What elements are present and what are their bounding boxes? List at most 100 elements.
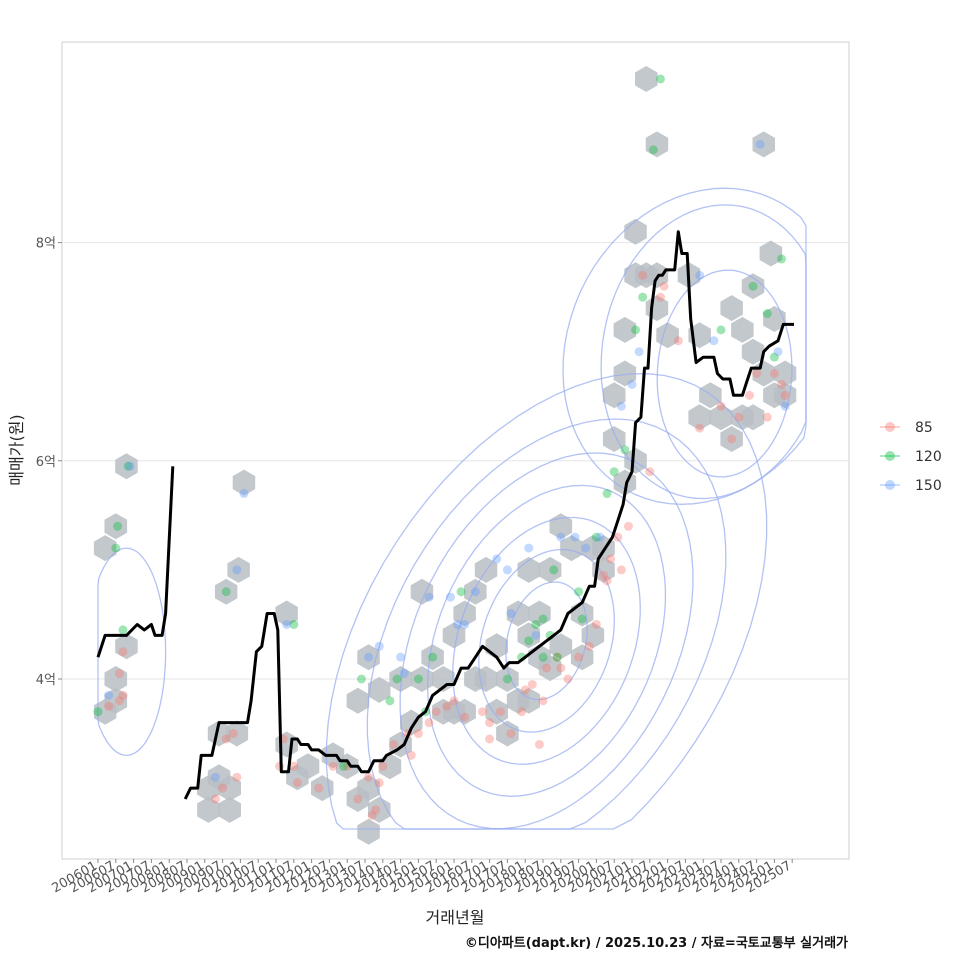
point-85-42 (606, 554, 616, 564)
point-120-5 (221, 587, 231, 597)
hexbin-16 (232, 469, 256, 496)
point-120-6 (289, 619, 299, 629)
density-contour-0 (505, 581, 588, 701)
hexbin-98 (773, 360, 797, 387)
point-120-36 (769, 352, 779, 362)
point-85-62 (556, 663, 566, 673)
point-85-7 (232, 772, 242, 782)
hexbin-36 (410, 578, 434, 605)
hexbin-72 (613, 360, 637, 387)
point-85-43 (613, 532, 623, 542)
hexbin-20 (296, 753, 320, 780)
x-axis-ticks: 2006012006072007012007072008012008072009… (50, 858, 795, 896)
point-150-12 (470, 587, 480, 597)
hexbin-28 (346, 687, 370, 714)
point-85-38 (574, 652, 584, 662)
point-85-53 (734, 412, 744, 422)
point-85-35 (542, 663, 552, 673)
point-85-8 (228, 729, 238, 739)
point-150-8 (399, 669, 409, 679)
point-85-17 (371, 805, 381, 815)
point-120-3 (123, 461, 133, 471)
point-85-11 (289, 761, 299, 771)
hexbin-86 (699, 382, 722, 409)
point-85-56 (762, 412, 772, 422)
hexbin-85 (688, 404, 711, 431)
point-120-32 (655, 74, 665, 84)
point-85-46 (638, 270, 648, 280)
point-85-28 (485, 718, 495, 728)
point-85-5 (210, 794, 220, 804)
density-contour-3 (427, 484, 667, 797)
point-120-27 (609, 467, 619, 477)
point-85-66 (406, 750, 416, 760)
hexbin-88 (720, 426, 743, 452)
point-85-63 (534, 739, 544, 749)
point-150-15 (506, 609, 516, 619)
hexbin-0 (93, 535, 117, 562)
hexbin-51 (496, 666, 519, 692)
point-150-5 (282, 619, 292, 629)
hexbin-2 (115, 453, 138, 480)
point-150-10 (445, 592, 455, 602)
hexbin-77 (635, 66, 658, 92)
point-85-18 (374, 778, 384, 788)
point-120-10 (392, 674, 402, 684)
point-85-1 (114, 696, 124, 706)
point-120-23 (549, 565, 559, 575)
point-150-16 (524, 543, 534, 553)
point-120-24 (574, 587, 584, 597)
hexbin-11 (218, 796, 241, 823)
density-contour-extra-2 (97, 547, 167, 757)
point-85-32 (520, 685, 530, 695)
point-150-0 (125, 461, 135, 471)
point-85-45 (623, 521, 633, 531)
point-120-29 (631, 325, 641, 335)
hexbin-96 (759, 240, 783, 267)
point-150-27 (755, 139, 765, 149)
hexbin-43 (453, 698, 476, 725)
density-contour-1 (478, 548, 615, 733)
legend: 85 120 150 (880, 420, 942, 494)
density-contour-6 (325, 373, 768, 830)
caption: ©디아파트(dapt.kr) / 2025.10.23 / 자료=국토교통부 실… (465, 935, 848, 951)
hexbin-78 (645, 131, 669, 158)
hexbin-27 (357, 818, 380, 845)
point-120-30 (638, 292, 648, 302)
point-85-25 (442, 701, 452, 711)
hexbin-95 (752, 131, 775, 158)
point-120-19 (538, 614, 548, 624)
hexbin-63 (560, 535, 583, 562)
hexbin-55 (517, 622, 540, 649)
point-150-7 (374, 641, 384, 651)
point-150-14 (502, 565, 512, 575)
point-150-23 (627, 379, 637, 389)
point-85-2 (118, 690, 128, 700)
point-85-23 (424, 718, 434, 728)
point-85-12 (314, 783, 324, 793)
y-tick-label-2: 8억 (36, 237, 56, 252)
point-85-31 (517, 707, 527, 717)
hexbin-93 (741, 338, 765, 365)
hexbin-3 (104, 666, 128, 692)
point-150-4 (239, 489, 249, 499)
point-85-47 (655, 292, 665, 302)
point-85-39 (584, 641, 594, 651)
point-120-26 (602, 489, 612, 499)
point-85-51 (716, 401, 726, 411)
hexbin-1 (104, 513, 128, 540)
scatter-points-layer (93, 74, 790, 820)
density-contour-extra-3 (562, 187, 807, 505)
point-120-28 (620, 445, 630, 455)
median-line-segment-1 (183, 230, 794, 800)
point-120-38 (577, 614, 587, 624)
point-120-1 (111, 543, 121, 553)
hexbin-71 (602, 382, 626, 409)
point-120-37 (777, 254, 787, 264)
density-contour-layer (97, 187, 807, 830)
point-85-10 (292, 778, 302, 788)
hexbin-42 (453, 600, 476, 627)
point-120-11 (413, 674, 423, 684)
point-120-8 (356, 674, 366, 684)
point-150-9 (424, 592, 434, 602)
